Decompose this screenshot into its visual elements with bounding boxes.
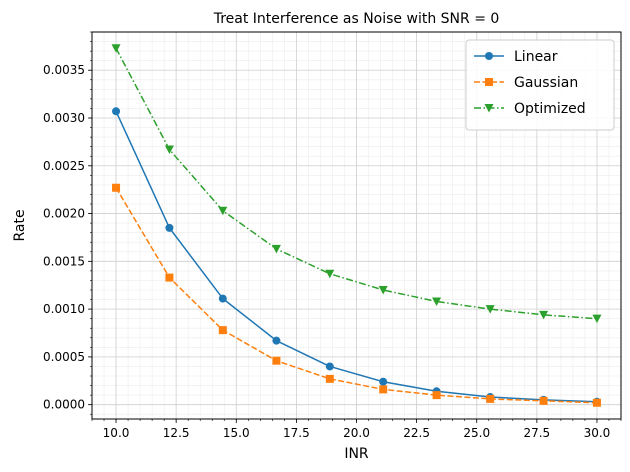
series-line-gaussian [115, 187, 597, 404]
x-tick-label: 30.0 [584, 426, 611, 440]
data-point-linear [325, 362, 334, 371]
x-tick-label: 15.0 [223, 426, 250, 440]
data-point-linear [379, 377, 388, 386]
y-tick-label: 0.0035 [43, 63, 85, 77]
data-point-gaussian [539, 396, 548, 405]
data-point-optimized [485, 305, 495, 314]
data-point-linear [112, 107, 121, 116]
data-point-linear [218, 294, 227, 303]
axis-ticks: 10.0 12.5 15.0 17.5 20.0 22.5 25.0 27.5 30.0 0.00… [43, 31, 622, 440]
y-tick-label: 0.0005 [43, 350, 85, 364]
y-tick-label: 0.0015 [43, 254, 85, 268]
chart-title: Treat Interference as Noise with SNR = 0 [213, 11, 500, 27]
data-point-gaussian [272, 356, 281, 365]
x-tick-label: 10.0 [103, 426, 130, 440]
data-point-optimized [218, 206, 228, 216]
data-point-gaussian [432, 391, 441, 400]
legend-label-gaussian: Gaussian [514, 75, 578, 91]
series-optimized [111, 44, 602, 324]
x-tick-label: 22.5 [403, 426, 430, 440]
data-point-gaussian [112, 183, 121, 192]
data-point-gaussian [165, 273, 174, 282]
data-point-optimized [111, 44, 121, 53]
x-tick-label: 17.5 [283, 426, 310, 440]
data-point-optimized [432, 297, 442, 306]
y-tick-label: 0.0000 [43, 398, 85, 412]
data-point-gaussian [486, 394, 495, 403]
y-tick-label: 0.0030 [43, 111, 85, 125]
legend-label-optimized: Optimized [514, 101, 586, 117]
data-point-linear [272, 336, 281, 345]
x-tick-label: 27.5 [523, 426, 550, 440]
data-point-optimized [164, 145, 174, 155]
series-gaussian [112, 183, 601, 407]
y-tick-label: 0.0025 [43, 159, 85, 173]
series-line-optimized [115, 47, 598, 320]
x-tick-label: 12.5 [163, 426, 190, 440]
legend-marker-gaussian [485, 78, 493, 86]
data-point-optimized [592, 314, 602, 324]
legend-marker-optimized [484, 104, 494, 113]
data-point-optimized [539, 310, 549, 320]
data-point-gaussian [325, 374, 334, 383]
x-axis-label: INR [344, 446, 369, 462]
data-point-optimized [378, 286, 388, 295]
data-point-gaussian [592, 398, 601, 407]
data-point-gaussian [218, 326, 227, 335]
grid [91, 31, 622, 419]
series-layer [111, 44, 602, 407]
legend-label-linear: Linear [514, 49, 558, 65]
x-tick-label: 20.0 [343, 426, 370, 440]
series-line-linear [115, 110, 597, 403]
data-point-optimized [325, 269, 335, 279]
y-tick-label: 0.0010 [43, 302, 85, 316]
legend-marker-linear [485, 52, 493, 60]
legend: Linear Gaussian Optimized [465, 39, 615, 131]
data-point-optimized [271, 244, 281, 254]
data-point-gaussian [379, 385, 388, 394]
data-point-linear [165, 223, 174, 232]
x-tick-label: 25.0 [463, 426, 490, 440]
y-tick-label: 0.0020 [43, 207, 85, 221]
y-axis-label: Rate [12, 209, 28, 241]
